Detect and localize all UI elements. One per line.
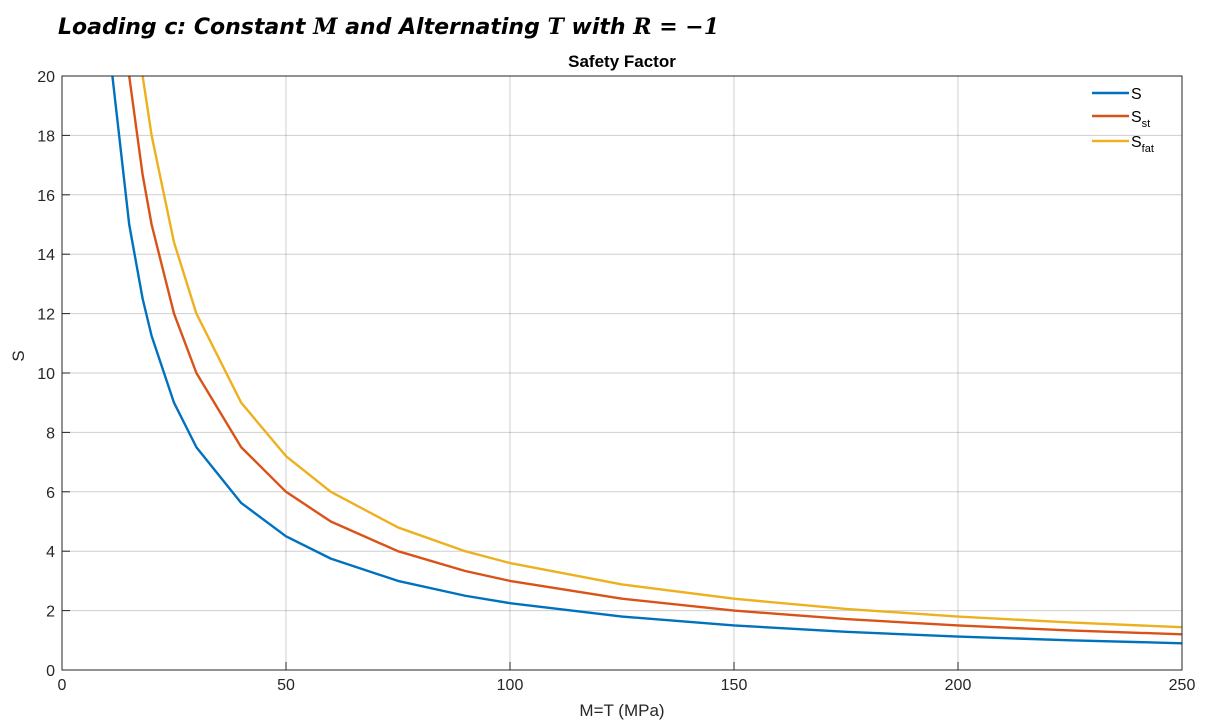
x-tick-label: 100 [497,677,524,694]
series-line-3 [141,76,1182,629]
y-tick-label: 16 [37,188,55,205]
y-tick-label: 8 [46,425,55,442]
x-tick-label: 150 [721,677,748,694]
x-tick-label: 200 [945,677,972,694]
heading-symbol-t: T [547,14,564,40]
heading-equation: R = −1 [633,14,720,40]
x-tick-label: 50 [277,677,295,694]
y-tick-label: 10 [37,366,55,383]
legend-label-2: Sst [1131,109,1150,130]
y-tick-label: 6 [46,485,55,502]
x-tick-label: 250 [1169,677,1196,694]
series-lines [111,76,1182,645]
y-tick-label: 14 [37,247,55,264]
legend-label-1: S [1131,86,1142,103]
x-tick-label: 0 [58,677,67,694]
series-line-1 [111,76,1182,645]
heading-symbol-m: M [313,14,338,40]
plot-area [62,76,1182,670]
chart-title: Safety Factor [568,52,676,71]
series-line-2 [127,76,1182,636]
page-heading: Loading c: Constant M and Alternating T … [58,14,720,40]
legend-label-3: Sfat [1131,134,1154,155]
legend: S Sst Sfat [1092,86,1154,155]
y-axis-label: S [9,350,28,361]
y-tick-label: 2 [46,604,55,621]
y-tick-label: 4 [46,544,55,561]
y-tick-label: 18 [37,128,55,145]
y-tick-label: 20 [37,69,55,86]
tick-labels: 0 50 100 150 200 250 0 2 4 6 8 10 12 14 16 18 20 [37,69,1195,694]
y-tick-label: 0 [46,663,55,680]
y-tick-label: 12 [37,307,55,324]
x-axis-label: M=T (MPa) [579,701,664,720]
